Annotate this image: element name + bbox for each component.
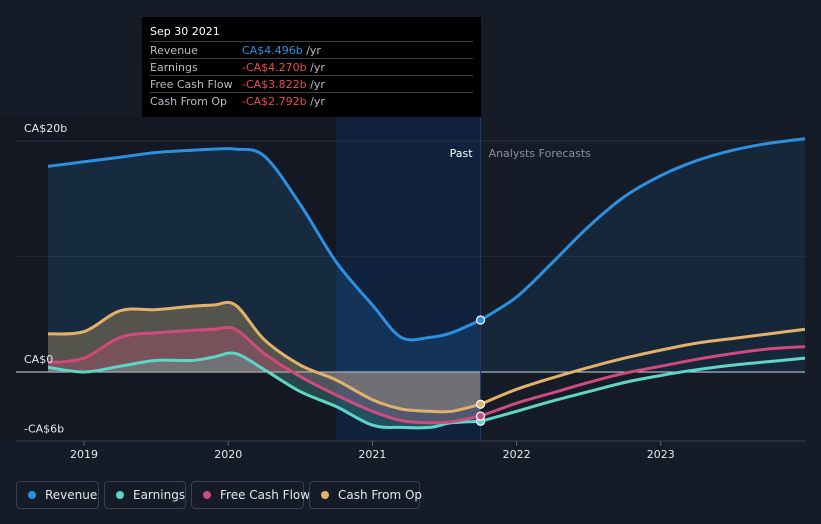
series-lines (47, 137, 806, 430)
x-tick-label: 2023 (647, 448, 675, 461)
revenue-forecast-line (479, 137, 806, 322)
y-axis-labels: CA$20b CA$0 -CA$6b (24, 122, 67, 435)
tooltip-row-earnings: Earnings -CA$4.270b /yr (150, 58, 473, 76)
tooltip-value: -CA$4.270b /yr (242, 61, 325, 74)
legend-item-earnings[interactable]: Earnings (104, 481, 186, 509)
y-tick-label: -CA$6b (24, 422, 64, 435)
legend-label: Revenue (45, 488, 98, 502)
legend-item-revenue[interactable]: Revenue (16, 481, 99, 509)
legend-dot-icon (28, 491, 36, 499)
past-label: Past (450, 147, 474, 160)
tooltip-label: Free Cash Flow (150, 78, 233, 91)
legend-dot-icon (321, 491, 329, 499)
x-tick-label: 2020 (214, 448, 242, 461)
legend-label: Free Cash Flow (220, 488, 311, 502)
free-cash-flow-forecast-line (480, 345, 806, 418)
cash-from-op-marker (475, 399, 486, 409)
earnings-forecast-line (480, 356, 806, 423)
tooltip-row-revenue: Revenue CA$4.496b /yr (150, 41, 473, 59)
legend-dot-icon (116, 491, 124, 499)
tooltip-value: -CA$2.792b /yr (242, 95, 325, 108)
x-tick-label: 2021 (358, 448, 386, 461)
tooltip-label: Cash From Op (150, 95, 228, 108)
free-cash-flow-marker (475, 411, 486, 421)
revenue-past-line (47, 147, 482, 342)
legend-label: Earnings (133, 488, 186, 502)
tooltip-date: Sep 30 2021 (150, 25, 220, 38)
revenue-forecast-area (480, 138, 805, 372)
legend-item-cash-from-op[interactable]: Cash From Op (309, 481, 423, 509)
cash-from-op-forecast-line (480, 327, 806, 406)
tooltip-label: Revenue (150, 44, 198, 57)
revenue-marker (475, 315, 486, 325)
legend-dot-icon (203, 491, 211, 499)
tooltip-markers (475, 315, 486, 426)
legend-item-free-cash-flow[interactable]: Free Cash Flow (191, 481, 310, 509)
x-tick-label: 2019 (70, 448, 98, 461)
past-highlight-band (336, 117, 481, 441)
tooltip-value: CA$4.496b /yr (242, 44, 321, 57)
tooltip-label: Earnings (150, 61, 198, 74)
tooltip-row-cash-from-op: Cash From Op -CA$2.792b /yr (150, 92, 473, 110)
cash-from-op-past-line (47, 300, 481, 414)
forecast-label: Analysts Forecasts (489, 147, 592, 160)
earnings-past-line (47, 351, 481, 430)
y-tick-label: CA$0 (24, 353, 53, 366)
tooltip: Sep 30 2021 Revenue CA$4.496b /yr Earnin… (142, 17, 481, 117)
free-cash-flow-past-line (47, 325, 481, 425)
legend-label: Cash From Op (338, 488, 423, 502)
x-tick-label: 2022 (503, 448, 531, 461)
revenue-past-area (48, 148, 481, 372)
x-axis: 2019 2020 2021 2022 2023 (16, 440, 805, 461)
y-tick-label: CA$20b (24, 122, 67, 135)
tooltip-value: -CA$3.822b /yr (242, 78, 325, 91)
earnings-past-area (48, 352, 481, 428)
cash-from-op-past-area (48, 302, 481, 412)
tooltip-row-free-cash-flow: Free Cash Flow -CA$3.822b /yr (150, 75, 473, 93)
